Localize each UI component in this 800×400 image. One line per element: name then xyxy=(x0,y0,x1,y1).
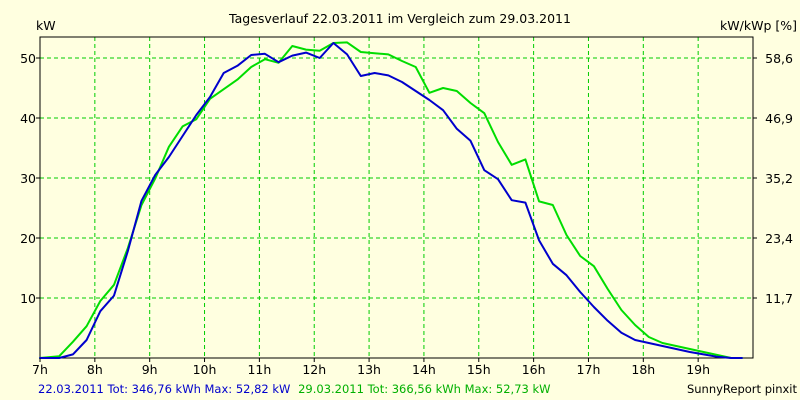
series-line-1 xyxy=(39,42,743,359)
y-tick-label-right: 35,2 xyxy=(765,171,793,186)
series-lines xyxy=(39,41,743,359)
legend-entry-series-1: 22.03.2011 Tot: 346,76 kWh Max: 52,82 kW xyxy=(38,382,290,396)
plot-area-frame xyxy=(39,36,754,359)
y-tick-label-right: 23,4 xyxy=(765,231,793,246)
chart-title: Tagesverlauf 22.03.2011 im Vergleich zum… xyxy=(228,11,571,26)
y-tick-label-left: 20 xyxy=(20,231,36,246)
series-line-2 xyxy=(39,41,743,359)
x-tick-label: 16h xyxy=(522,362,546,377)
x-tick-label: 12h xyxy=(302,362,326,377)
x-tick-label: 15h xyxy=(467,362,491,377)
y-tick-label-right: 46,9 xyxy=(765,111,793,126)
footer-credit: SunnyReport pinxit xyxy=(687,382,798,396)
y-tick-label-right: 58,6 xyxy=(765,51,793,66)
x-tick-label: 9h xyxy=(142,362,158,377)
y-tick-label-left: 50 xyxy=(20,51,36,66)
y-tick-label-left: 40 xyxy=(20,111,36,126)
x-tick-label: 14h xyxy=(412,362,436,377)
legend-entry-series-2: 29.03.2011 Tot: 366,56 kWh Max: 52,73 kW xyxy=(298,382,550,396)
axis-ticks xyxy=(36,57,757,362)
x-tick-label: 8h xyxy=(87,362,103,377)
y-tick-label-left: 30 xyxy=(20,171,36,186)
y-tick-label-right: 11,7 xyxy=(765,291,793,306)
x-tick-label: 10h xyxy=(193,362,217,377)
tick-labels: 7h 8h 9h 10h 11h 12h 13h 14h 15h 16h 17h 18h 19h 10 11… xyxy=(20,51,793,377)
x-tick-label: 13h xyxy=(357,362,381,377)
y-tick-label-left: 10 xyxy=(20,291,36,306)
x-tick-label: 11h xyxy=(247,362,271,377)
gridlines xyxy=(40,37,753,358)
x-tick-label: 7h xyxy=(32,362,48,377)
y-axis-label-right: kW/kWp [%] xyxy=(720,18,797,33)
x-tick-label: 19h xyxy=(686,362,710,377)
x-tick-label: 17h xyxy=(577,362,601,377)
x-tick-label: 18h xyxy=(631,362,655,377)
y-axis-label-left: kW xyxy=(36,18,56,33)
footer-legend: 22.03.2011 Tot: 346,76 kWh Max: 52,82 kW… xyxy=(38,382,551,396)
